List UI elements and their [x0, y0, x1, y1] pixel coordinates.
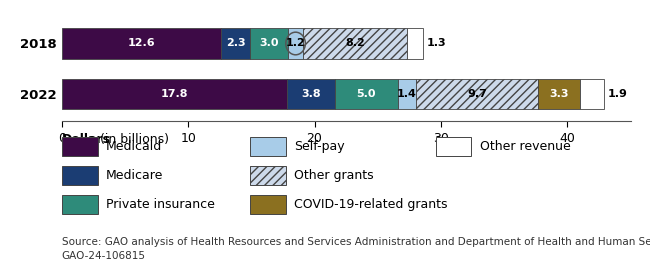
Text: 3.8: 3.8: [301, 89, 320, 99]
Text: Source: GAO analysis of Health Resources and Services Administration and Departm: Source: GAO analysis of Health Resources…: [62, 237, 650, 261]
Text: 12.6: 12.6: [127, 39, 155, 49]
Text: Dollars: Dollars: [62, 133, 110, 146]
Text: 1.9: 1.9: [608, 89, 628, 99]
Text: Other grants: Other grants: [294, 169, 374, 182]
Text: Self-pay: Self-pay: [294, 140, 345, 153]
Text: 9.7: 9.7: [467, 89, 487, 99]
Bar: [398, 79, 415, 109]
Text: 3.3: 3.3: [549, 89, 569, 99]
Text: 1.4: 1.4: [397, 89, 417, 99]
Bar: [288, 29, 303, 59]
Text: Medicaid: Medicaid: [106, 140, 162, 153]
Text: (in billions): (in billions): [96, 133, 168, 146]
Text: 2.3: 2.3: [226, 39, 245, 49]
Text: 17.8: 17.8: [161, 89, 188, 99]
Bar: [580, 79, 604, 109]
Text: 8.2: 8.2: [345, 39, 365, 49]
Bar: [407, 29, 423, 59]
Text: Other revenue: Other revenue: [480, 140, 571, 153]
Text: 5.0: 5.0: [357, 89, 376, 99]
Bar: [62, 29, 221, 59]
Bar: [287, 79, 335, 109]
Text: 1.3: 1.3: [427, 39, 447, 49]
Bar: [335, 79, 398, 109]
Text: COVID-19-related grants: COVID-19-related grants: [294, 198, 448, 211]
Text: 3.0: 3.0: [259, 39, 279, 49]
Text: Medicare: Medicare: [106, 169, 163, 182]
Text: 1.2: 1.2: [286, 39, 306, 49]
Bar: [303, 29, 407, 59]
Bar: [221, 29, 250, 59]
Bar: [538, 79, 580, 109]
Bar: [62, 79, 287, 109]
Text: Private insurance: Private insurance: [106, 198, 214, 211]
Bar: [415, 79, 538, 109]
Bar: [250, 29, 288, 59]
